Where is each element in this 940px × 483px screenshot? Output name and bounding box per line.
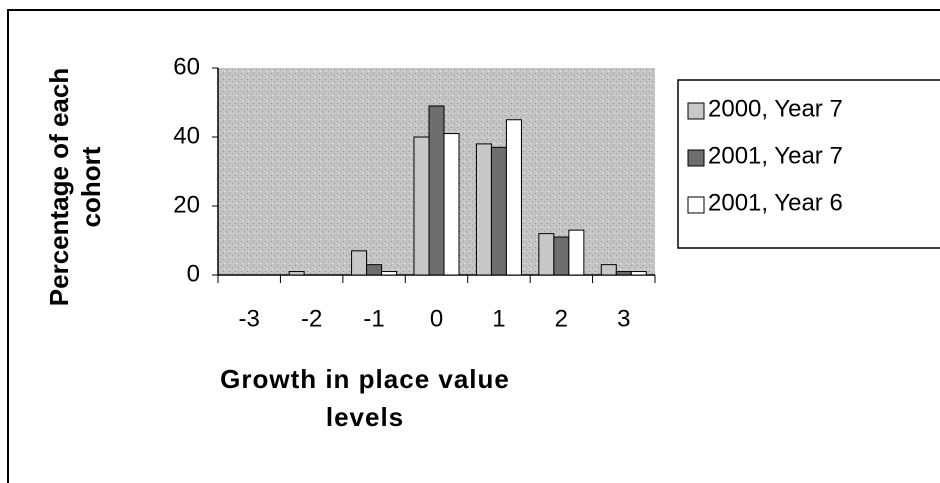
bar bbox=[475, 143, 492, 276]
bar bbox=[505, 119, 522, 276]
legend-swatch bbox=[687, 102, 705, 120]
bar bbox=[413, 136, 430, 276]
bar bbox=[428, 105, 445, 276]
y-tick-label: 40 bbox=[173, 122, 200, 149]
bar bbox=[538, 233, 555, 276]
x-tick-label: 1 bbox=[492, 305, 505, 332]
bar bbox=[568, 229, 585, 276]
x-tick-label: 2 bbox=[555, 305, 568, 332]
x-tick-label: -1 bbox=[363, 305, 384, 332]
legend-swatch bbox=[687, 149, 705, 167]
frame bbox=[7, 9, 940, 483]
legend-label: 2000, Year 7 bbox=[708, 95, 843, 122]
legend-label: 2001, Year 6 bbox=[708, 189, 843, 216]
x-axis-title: Growth in place value levels bbox=[220, 364, 510, 432]
bar bbox=[553, 236, 570, 276]
bar bbox=[600, 264, 617, 276]
x-tick-label: -2 bbox=[301, 305, 322, 332]
x-tick-label: 3 bbox=[617, 305, 630, 332]
legend-swatch bbox=[687, 196, 705, 214]
bar bbox=[381, 271, 398, 276]
x-tick-label: 0 bbox=[430, 305, 443, 332]
legend-label: 2001, Year 7 bbox=[708, 142, 843, 169]
bar bbox=[288, 271, 305, 276]
y-tick-label: 0 bbox=[187, 260, 200, 287]
bar bbox=[351, 250, 368, 276]
legend-box bbox=[677, 79, 940, 249]
bar bbox=[490, 146, 507, 276]
bar bbox=[443, 133, 460, 276]
y-tick-label: 60 bbox=[173, 53, 200, 80]
bar bbox=[366, 264, 383, 276]
x-tick-label: -3 bbox=[239, 305, 260, 332]
y-tick-label: 20 bbox=[173, 191, 200, 218]
bar bbox=[630, 271, 647, 276]
y-axis-title: Percentage of each cohort bbox=[44, 67, 106, 307]
bar bbox=[615, 271, 632, 276]
